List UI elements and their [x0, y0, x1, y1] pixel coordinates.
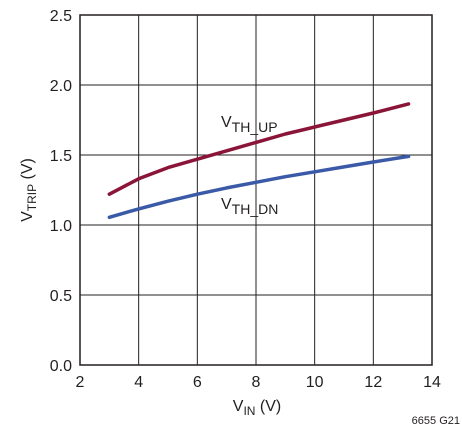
- x-tick-label: 10: [306, 374, 324, 391]
- y-axis-label: VTRIP (V): [19, 158, 39, 222]
- x-tick-label: 12: [364, 374, 382, 391]
- plot-frame: [79, 14, 433, 366]
- y-tick-label: 2.0: [50, 78, 72, 95]
- y-tick-label: 2.5: [50, 8, 72, 25]
- y-tick-labels: 0.0 0.5 1.0 1.5 2.0 2.5: [50, 8, 72, 375]
- x-axis-label: VIN (V): [233, 398, 281, 418]
- y-tick-label: 1.5: [50, 148, 72, 165]
- x-tick-label: 4: [134, 374, 143, 391]
- series-label-th-dn: VTH_DN: [221, 196, 278, 217]
- series-label-th-up: VTH_UP: [221, 114, 278, 135]
- series-lines: [107, 102, 411, 220]
- y-tick-label: 0.0: [50, 358, 72, 375]
- x-tick-label: 14: [423, 374, 441, 391]
- x-tick-label: 2: [76, 374, 85, 391]
- y-tick-label: 0.5: [50, 288, 72, 305]
- x-tick-labels: 2 4 6 8 10 12 14: [76, 374, 441, 391]
- grid: [80, 15, 432, 365]
- series-line-th-dn: [107, 154, 411, 220]
- y-tick-label: 1.0: [50, 218, 72, 235]
- x-tick-label: 8: [252, 374, 261, 391]
- series-line-th-up: [107, 102, 411, 196]
- x-tick-label: 6: [193, 374, 202, 391]
- figure-note: 6655 G21: [412, 415, 460, 427]
